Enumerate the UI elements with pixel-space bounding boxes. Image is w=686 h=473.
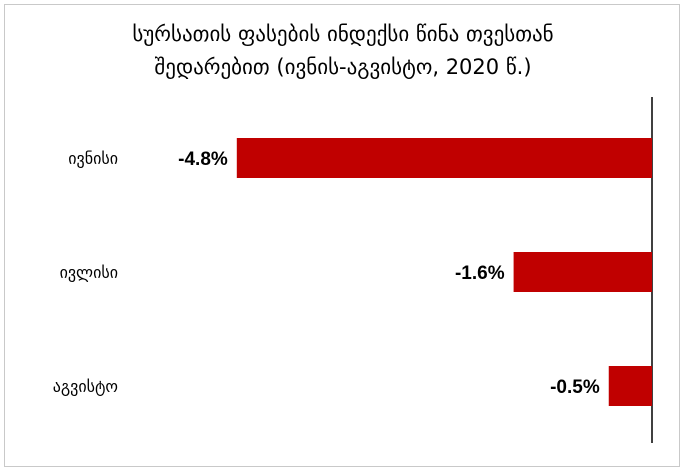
bar-1 <box>236 138 653 178</box>
chart-frame <box>4 4 680 467</box>
data-label-3: -0.5% <box>550 377 600 398</box>
data-label-2: -1.6% <box>455 263 505 284</box>
category-label-1: ივნისი <box>68 149 118 168</box>
chart-title-line-2: შედარებით (ივნის-აგვისტო, 2020 წ.) <box>154 55 532 79</box>
bar-3 <box>608 366 652 406</box>
category-label-3: აგვისტო <box>53 377 118 396</box>
chart-title: სურსათის ფასების ინდექსი წინა თვესთან შე… <box>0 18 686 84</box>
data-label-1: -4.8% <box>178 149 228 170</box>
category-label-2: ივლისი <box>60 263 118 282</box>
bar-2 <box>513 252 652 292</box>
chart-title-line-1: სურსათის ფასების ინდექსი წინა თვესთან <box>132 22 554 46</box>
